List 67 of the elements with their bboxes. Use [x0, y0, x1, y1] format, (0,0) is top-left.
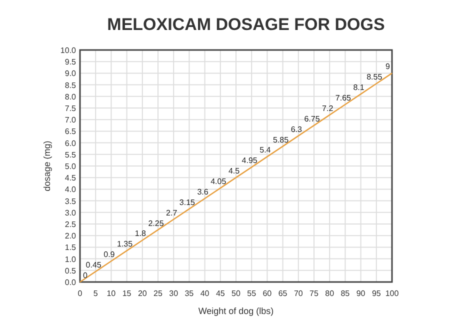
y-tick-label: 0.5 [64, 266, 77, 276]
data-label: 0 [83, 271, 88, 280]
y-tick-label: 0.0 [64, 278, 77, 287]
data-label: 8.1 [353, 83, 365, 92]
x-tick-label: 60 [262, 289, 272, 298]
x-tick-label: 20 [138, 289, 148, 298]
data-label: 8.55 [366, 72, 383, 82]
y-tick-label: 3.0 [64, 208, 77, 218]
data-label: 9 [386, 62, 391, 72]
data-label: 1.8 [134, 229, 147, 238]
x-tick-label: 45 [216, 289, 226, 298]
x-tick-label: 25 [154, 289, 163, 298]
x-tick-label: 55 [247, 289, 257, 298]
x-tick-label: 15 [122, 289, 132, 298]
y-tick-label: 7.5 [64, 104, 77, 113]
y-tick-label: 4.5 [64, 174, 77, 183]
data-label: 6.3 [290, 124, 303, 134]
y-tick-label: 1.0 [64, 254, 77, 264]
y-tick-label: 6.5 [64, 127, 77, 136]
y-tick-label: 6.0 [64, 138, 77, 148]
data-label: 7.2 [322, 104, 334, 113]
y-tick-label: 8.5 [64, 80, 77, 90]
y-tick-label: 3.5 [64, 196, 77, 206]
y-tick-label: 9.0 [64, 69, 77, 78]
x-tick-label: 65 [278, 289, 288, 298]
line-series [79, 72, 393, 283]
x-tick-label: 75 [310, 289, 319, 298]
y-tick-label: 2.0 [64, 232, 77, 241]
data-label: 1.35 [117, 240, 134, 249]
x-tick-label: 70 [294, 289, 304, 298]
y-tick-label: 2.5 [64, 220, 77, 229]
data-label: 5.85 [273, 135, 290, 144]
y-tick-label: 4.0 [64, 185, 77, 194]
x-tick-label: 30 [169, 289, 179, 298]
x-tick-label: 10 [106, 289, 116, 298]
data-label: 4.95 [242, 156, 258, 166]
x-tick-label: 85 [340, 289, 350, 298]
x-tick-label: 100 [385, 289, 400, 298]
x-axis-title: Weight of dog (lbs) [198, 306, 274, 316]
data-label: 2.7 [166, 208, 178, 218]
y-axis-title: dosage (mg) [42, 140, 52, 192]
x-tick-label: 50 [232, 289, 241, 298]
x-tick-label: 35 [184, 289, 194, 298]
x-tick-label: 5 [93, 289, 98, 298]
x-tick-label: 0 [78, 289, 83, 298]
y-tick-label: 5.0 [64, 162, 77, 171]
x-tick-label: 40 [200, 289, 210, 298]
data-label: 3.15 [179, 198, 196, 207]
y-tick-label: 1.5 [64, 243, 77, 252]
data-label: 3.6 [197, 187, 209, 196]
data-label: 0.45 [86, 260, 102, 270]
data-label: 0.9 [104, 250, 116, 260]
y-tick-label: 9.5 [64, 58, 77, 67]
data-label: 5.4 [260, 146, 272, 155]
y-tick-label: 5.5 [64, 150, 77, 160]
data-label: 4.5 [228, 166, 240, 176]
y-tick-label: 10.0 [60, 46, 77, 55]
data-label: 7.65 [335, 94, 352, 103]
y-tick-label: 8.0 [64, 92, 77, 102]
chart-title: MELOXICAM DOSAGE FOR DOGS [107, 15, 385, 34]
data-label: 4.05 [210, 177, 227, 186]
y-tick-label: 7.0 [64, 116, 77, 125]
data-label: 6.75 [304, 114, 320, 124]
x-tick-label: 95 [372, 289, 382, 298]
data-label: 2.25 [148, 218, 164, 228]
x-tick-label: 90 [356, 289, 366, 298]
x-tick-label: 80 [325, 289, 335, 298]
